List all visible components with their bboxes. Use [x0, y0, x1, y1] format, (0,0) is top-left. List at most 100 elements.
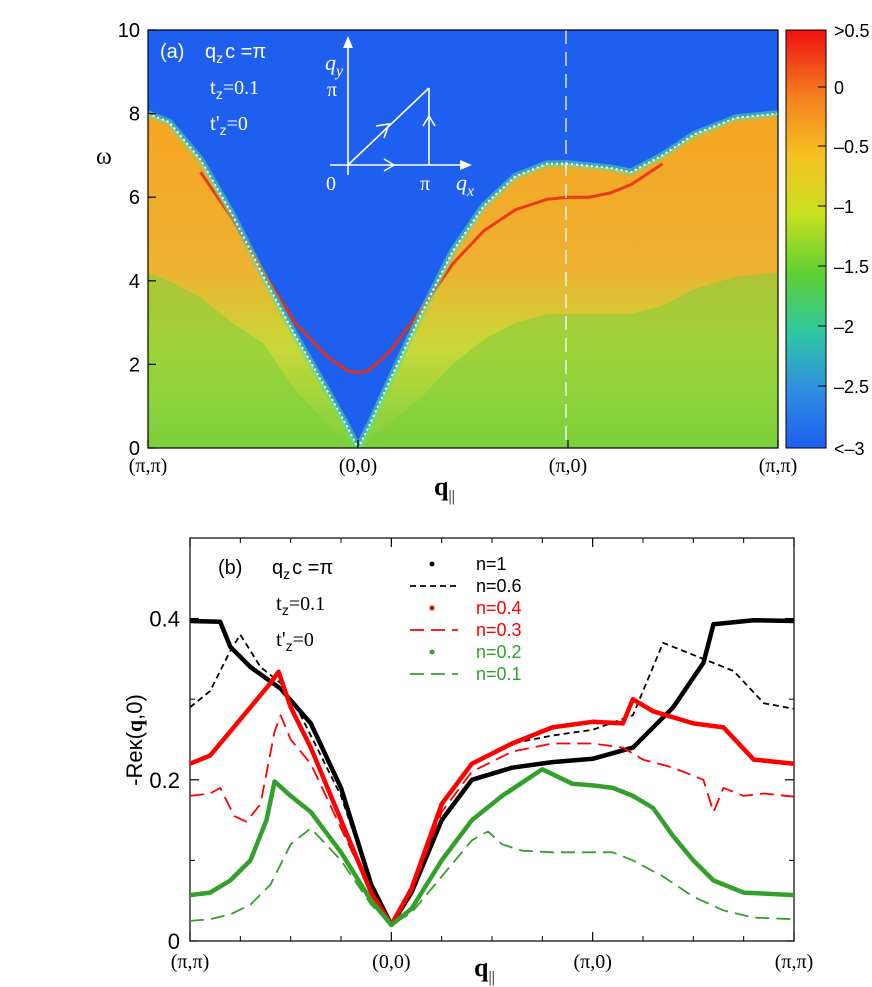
b-param-tp: t'	[276, 627, 286, 651]
b-ylabel-part2: ,0)	[122, 694, 147, 720]
svg-text:qy: qy	[325, 50, 344, 80]
legend-label: n=0.3	[476, 620, 522, 640]
b-xtick-label: (π,π)	[171, 951, 210, 973]
series-line-n-0-1	[190, 827, 794, 926]
inset-qy-arrowhead	[343, 36, 353, 48]
heatmap-image	[148, 30, 778, 448]
b-ylabel-q: q	[122, 719, 147, 732]
colorbar-tick-label: >0.5	[834, 21, 870, 41]
panel-a-xlabel-sub: ||	[448, 488, 454, 505]
param-t-sub: z	[216, 86, 223, 102]
colorbar	[785, 29, 827, 449]
legend-marker	[429, 649, 435, 655]
b-param-qzc-val: c =π	[292, 557, 333, 579]
colorbar-tick-label: –1.5	[834, 257, 869, 277]
legend-marker	[429, 561, 435, 567]
inset-pi-x: π	[420, 173, 430, 195]
panel-b-axes: 0 0.2 0.4 (π,π) (0,0) (π,0) (π,π)	[149, 538, 813, 973]
panel-a-label: (a)	[160, 41, 184, 63]
a-xtick-label: (π,π)	[129, 455, 168, 477]
param-z-sub: z	[216, 50, 223, 66]
b-param-tzp-val: =0	[293, 629, 314, 651]
param-tz-val: =0.1	[223, 77, 259, 99]
panel-a-xlabel: q||	[434, 472, 455, 505]
colorbar-tick-label: <–3	[834, 439, 865, 459]
panel-b-line-chart: 00.20.4(π,π) (0,0) (π,0) (π,π) (b) qz c =π t…	[122, 537, 813, 986]
series-line-n-0-2	[190, 767, 794, 928]
b-ytick-label: 0.4	[149, 607, 180, 632]
svg-text:t'z=0: t'z=0	[210, 111, 248, 138]
svg-text:qx: qx	[456, 170, 474, 200]
inset-bz-path	[330, 36, 472, 175]
inset-qx-sub: x	[466, 183, 474, 200]
a-ytick-label: 6	[129, 187, 140, 209]
inset-labels: qy π 0 π qx	[325, 50, 474, 200]
colorbar-tick-label: –2	[834, 317, 854, 337]
a-xtick-label: (π,π)	[759, 455, 798, 477]
a-xtick-label: (π,0)	[549, 455, 587, 477]
panel-b-params: qz c =π tz=0.1 t'z=0	[272, 557, 333, 654]
param-qzc-val: c =π	[225, 41, 266, 63]
heatmap-lower-green-region	[148, 272, 778, 448]
legend-label: n=0.2	[476, 642, 522, 662]
inset-arrow-right	[383, 158, 396, 172]
a-ytick-label: 8	[129, 104, 140, 126]
inset-pi-y: π	[327, 79, 337, 101]
panel-b-xlabel-sub: ||	[488, 969, 494, 986]
panel-a-params: qz c =π tz=0.1 t'z=0	[205, 41, 266, 138]
a-ytick-label: 2	[129, 354, 140, 376]
dispersion-white-dotted	[148, 112, 778, 448]
b-param-z-sub: z	[283, 566, 290, 582]
series-line-n-0-6	[190, 633, 794, 926]
inset-arrow-up	[422, 114, 436, 127]
param-q: q	[205, 41, 216, 63]
b-ytick-label: 0	[168, 929, 180, 954]
panel-a-frame	[147, 29, 779, 449]
b-param-t: t	[276, 591, 282, 615]
b-param-tp-sub: z	[286, 638, 293, 654]
legend-label: n=1	[476, 554, 507, 574]
b-xtick-label: (0,0)	[372, 951, 410, 973]
colorbar-tick-label: 0	[834, 78, 844, 98]
b-param-t-sub: z	[282, 602, 289, 618]
svg-text:qzc =π: qz c =π	[272, 557, 333, 582]
legend-label: n=0.4	[476, 598, 522, 618]
svg-text:tz=0.1: tz=0.1	[210, 75, 259, 102]
b-ytick-label: 0.2	[149, 768, 180, 793]
svg-text:t'z=0: t'z=0	[276, 627, 314, 654]
panel-b-label: (b)	[218, 557, 242, 579]
panel-b-xlabel-q: q	[474, 953, 489, 982]
colorbar-tick-label: –2.5	[834, 377, 869, 397]
colorbar-tick-label: –1	[834, 197, 854, 217]
b-param-q: q	[272, 557, 283, 579]
legend-label: n=0.6	[476, 576, 522, 596]
colorbar-tick-label: –0.5	[834, 137, 869, 157]
panel-b-series	[190, 617, 794, 928]
b-xtick-label: (π,0)	[573, 951, 611, 973]
series-line-n-0-4	[190, 669, 794, 928]
inset-zero: 0	[326, 173, 336, 195]
svg-text:qzc =π: qz c =π	[205, 41, 266, 66]
b-xtick-label: (π,π)	[775, 951, 814, 973]
colorbar-ticks: >0.5 0 –0.5 –1 –1.5 –2 –2.5 <–3	[818, 21, 870, 459]
param-tzp-val: =0	[227, 113, 248, 135]
a-ytick-label: 4	[129, 271, 140, 293]
panel-b-xlabel: q||	[474, 953, 495, 986]
a-ytick-label: 10	[118, 20, 140, 42]
inset-qx-arrowhead	[460, 160, 472, 170]
param-t: t	[210, 75, 216, 99]
legend-marker	[429, 605, 435, 611]
b-param-tz-val: =0.1	[289, 593, 325, 615]
svg-text:tz=0.1: tz=0.1	[276, 591, 325, 618]
param-tp: t'	[210, 111, 220, 135]
inset-qy-sub: y	[334, 63, 344, 80]
series-line-n-1	[190, 617, 794, 928]
a-ytick-label: 0	[129, 438, 140, 460]
b-ylabel-part1: -Reκ(	[122, 731, 147, 785]
a-xtick-label: (0,0)	[339, 455, 377, 477]
panel-a-ylabel: ω	[96, 144, 112, 170]
series-line-n-0-3	[190, 714, 794, 926]
param-tp-sub: z	[220, 122, 227, 138]
